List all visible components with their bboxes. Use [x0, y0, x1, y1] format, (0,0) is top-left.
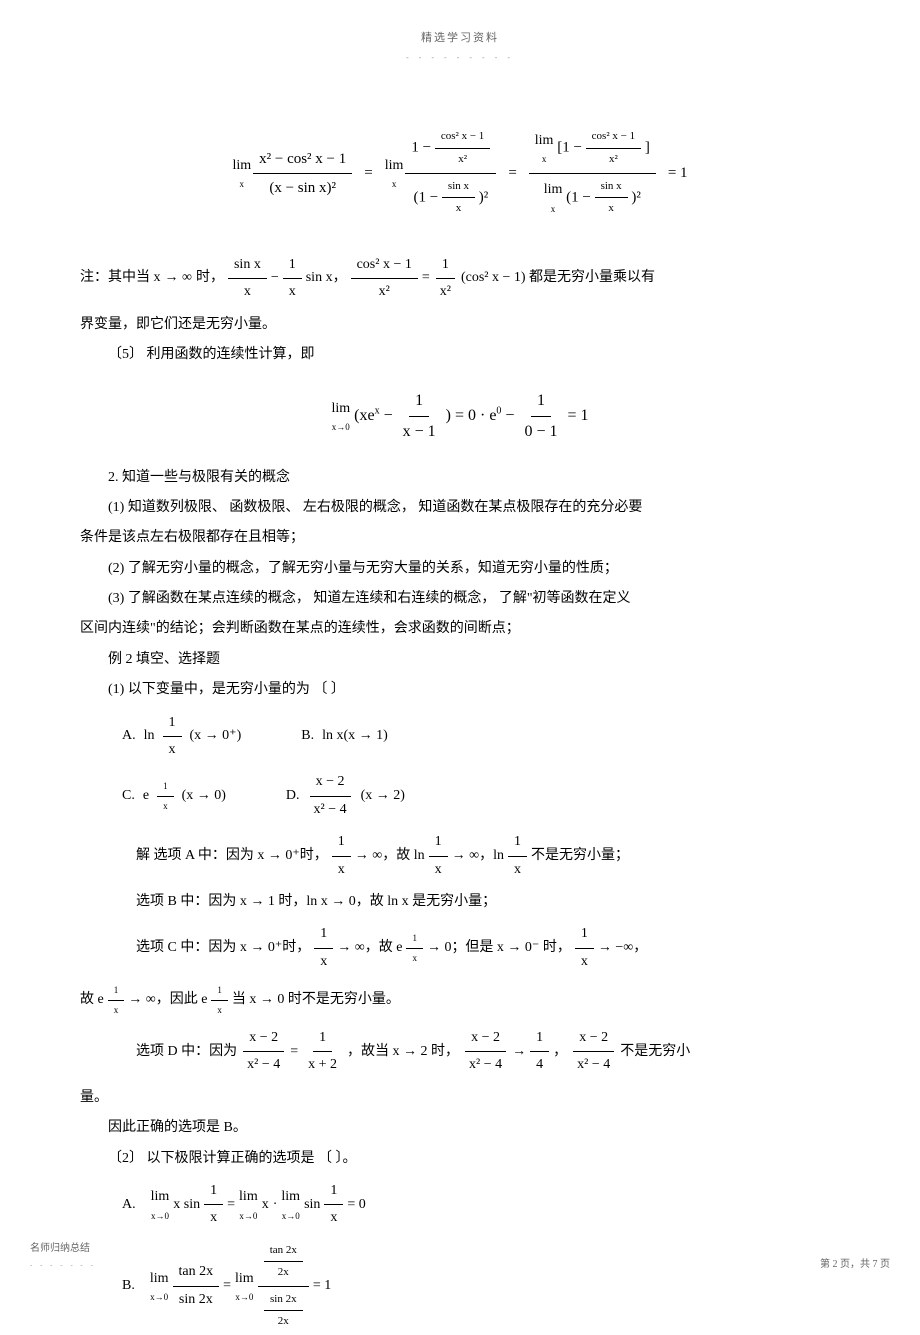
options-ab: A. ln 1x (x → 0⁺) B. ln x(x → 1)	[80, 710, 840, 764]
sol-line6: 量。	[80, 1087, 840, 1109]
note-line: 注：其中当 x → ∞ 时， sin xx − 1x sin x， cos² x…	[80, 252, 840, 306]
sol-line7: 因此正确的选项是 B。	[80, 1117, 840, 1139]
sol-line2: 选项 B 中：因为 x → 1 时，ln x → 0，故 ln x 是无穷小量；	[80, 891, 840, 913]
footer-left: 名师归纳总结 - - - - - - -	[30, 1241, 96, 1273]
ex2-title: 例 2 填空、选择题	[80, 649, 840, 671]
sec2-title: 2. 知道一些与极限有关的概念	[80, 467, 840, 489]
sec2-p3b: 区间内连续"的结论；会判断函数在某点的连续性，会求函数的间断点；	[80, 618, 840, 640]
sec2-p3: (3) 了解函数在某点连续的概念， 知道左连续和右连续的概念， 了解"初等函数在…	[80, 588, 840, 610]
sol-line1: 解 选项 A 中：因为 x → 0⁺时， 1x → ∞，故 ln 1x → ∞，…	[80, 829, 840, 883]
note-line2: 界变量，即它们还是无穷小量。	[80, 314, 840, 336]
sec2-p1: (1) 知道数列极限、 函数极限、 左右极限的概念， 知道函数在某点极限存在的充…	[80, 497, 840, 519]
q2-title: 〔2〕 以下极限计算正确的选项是 〔 〕。	[80, 1148, 840, 1170]
header-title: 精选学习资料	[80, 30, 840, 48]
main-equation: limx x² − cos² x − 1 (x − sin x)² = limx…	[80, 124, 840, 221]
sec2-p2: (2) 了解无穷小量的概念，了解无穷小量与无穷大量的关系，知道无穷小量的性质；	[80, 558, 840, 580]
q2-optB: B. limx→0 tan 2xsin 2x = limx→0 tan 2x2x…	[80, 1238, 840, 1335]
item5: 〔5〕 利用函数的连续性计算，即	[80, 344, 840, 366]
footer-right: 第 2 页，共 7 页	[820, 1257, 890, 1273]
header-dots: - - - - - - - - -	[80, 52, 840, 65]
q2-optA: A. limx→0 x sin 1x = limx→0 x · limx→0 s…	[80, 1178, 840, 1232]
sol-line4: 故 e 1x → ∞，因此 e 1x 当 x → 0 时不是无穷小量。	[80, 981, 840, 1019]
sec2-p1b: 条件是该点左右极限都存在且相等；	[80, 527, 840, 549]
options-cd: C. e 1x (x → 0) D. x − 2x² − 4 (x → 2)	[80, 769, 840, 823]
eq5: limx→0 (xex − 1x − 1 ) = 0 · e0 − 10 − 1…	[80, 386, 840, 446]
sol-line3: 选项 C 中：因为 x → 0⁺时， 1x → ∞，故 e 1x → 0；但是 …	[80, 921, 840, 975]
sol-line5: 选项 D 中：因为 x − 2x² − 4 = 1x + 2 ，故当 x → 2…	[80, 1025, 840, 1079]
ex2-q1: (1) 以下变量中，是无穷小量的为 〔 〕	[80, 679, 840, 701]
